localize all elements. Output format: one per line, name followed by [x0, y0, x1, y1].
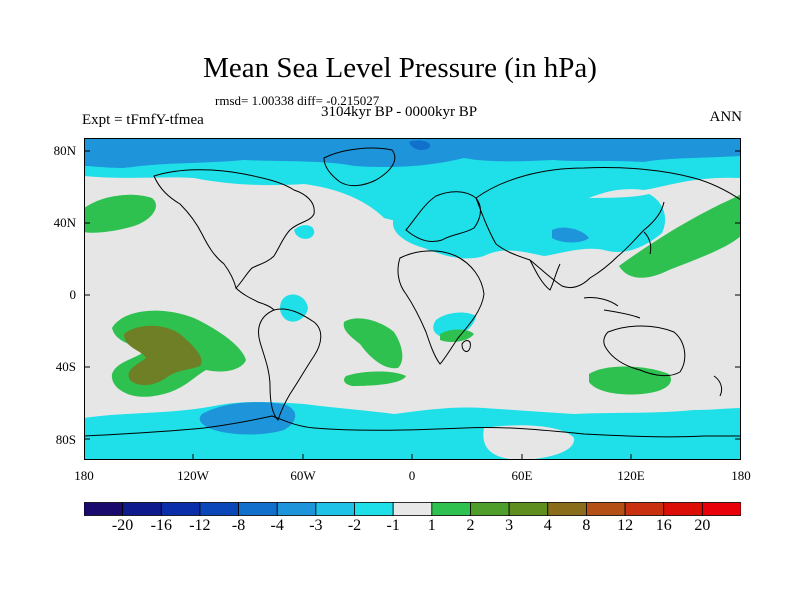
arctic-negative-core: [84, 138, 741, 168]
colorbar-swatch: [624, 502, 665, 516]
tropical-atlantic-negative: [279, 294, 308, 322]
lon-label-60w: 60W: [290, 468, 316, 483]
colorbar-label: 12: [617, 517, 634, 534]
lat-label-80s: 80S: [55, 432, 76, 447]
pressure-map: [84, 138, 741, 460]
map-ticks: [84, 150, 741, 460]
colorbar-swatch: [392, 502, 433, 516]
colorbar-swatch: [508, 502, 549, 516]
amundsen-negative-core: [199, 402, 296, 435]
colorbar-label: 1: [427, 517, 436, 534]
south-pacific-core: [124, 325, 202, 386]
north-pacific-positive: [619, 194, 741, 278]
greenland-strong-core: [409, 140, 430, 150]
southern-positive-strip: [344, 371, 406, 386]
colorbar-label: 8: [582, 517, 591, 534]
lon-label-180e: 180: [731, 468, 751, 483]
lat-label-40s: 40S: [55, 359, 76, 374]
colorbar-label: -20: [111, 517, 134, 534]
colorbar-swatch: [84, 502, 124, 516]
colorbar-label: -12: [189, 517, 211, 534]
colorbar: [84, 502, 741, 516]
lat-label-0: 0: [69, 287, 77, 302]
lat-label-40n: 40N: [53, 215, 76, 230]
colorbar-swatch: [276, 502, 317, 516]
colorbar-label: 20: [694, 517, 711, 534]
rmsd-diff-stats: rmsd= 1.00338 diff= -0.215027: [215, 93, 380, 108]
colorbar-swatch: [315, 502, 355, 516]
colorbar-swatch: [199, 502, 239, 516]
lon-label-120w: 120W: [177, 468, 209, 483]
eurasia-negative: [392, 194, 666, 259]
coastlines: [84, 147, 741, 438]
south-atlantic-positive: [343, 318, 403, 369]
colorbar-label: -2: [347, 517, 362, 534]
colorbar-swatch: [238, 502, 278, 516]
colorbar-swatch: [160, 502, 201, 516]
antarctic-neutral-patch: [483, 425, 575, 460]
colorbar-swatch: [586, 502, 626, 516]
sw-indian-positive: [440, 329, 474, 342]
colorbar-label: 2: [466, 517, 475, 534]
colorbar-swatch: [122, 502, 162, 516]
arctic-negative-band: [84, 138, 741, 233]
colorbar-label: -4: [270, 517, 284, 534]
colorbar-swatch: [354, 502, 394, 516]
lon-label-120e: 120E: [617, 468, 645, 483]
season-label: ANN: [709, 109, 743, 125]
colorbar-label: -1: [386, 517, 400, 534]
dateline-nw-positive: [84, 194, 156, 233]
time-period: 3104kyr BP - 0000kyr BP: [321, 104, 478, 120]
colorbar-swatch: [431, 502, 471, 516]
colorbar-label: 16: [655, 517, 672, 534]
colorbar-swatch: [663, 502, 703, 516]
colorbar-swatch: [547, 502, 587, 516]
colorbar-label: 3: [505, 517, 514, 534]
lon-label-60e: 60E: [511, 468, 533, 483]
colorbar-label: -3: [309, 517, 323, 534]
experiment-label: Expt = tFmfY-tfmea: [82, 112, 204, 128]
colorbar-swatch: [470, 502, 510, 516]
colorbar-swatch: [701, 502, 741, 516]
colorbar-label: -16: [150, 517, 172, 534]
atlantic-negative-blob: [294, 225, 315, 239]
colorbar-label: 4: [543, 517, 552, 534]
plot-title: Mean Sea Level Pressure (in hPa): [203, 52, 597, 84]
lon-label-0: 0: [408, 468, 416, 483]
lon-label-180w: 180: [74, 468, 94, 483]
colorbar-label: -8: [231, 517, 246, 534]
tibet-core: [552, 227, 589, 243]
lat-label-80n: 80N: [53, 143, 76, 158]
